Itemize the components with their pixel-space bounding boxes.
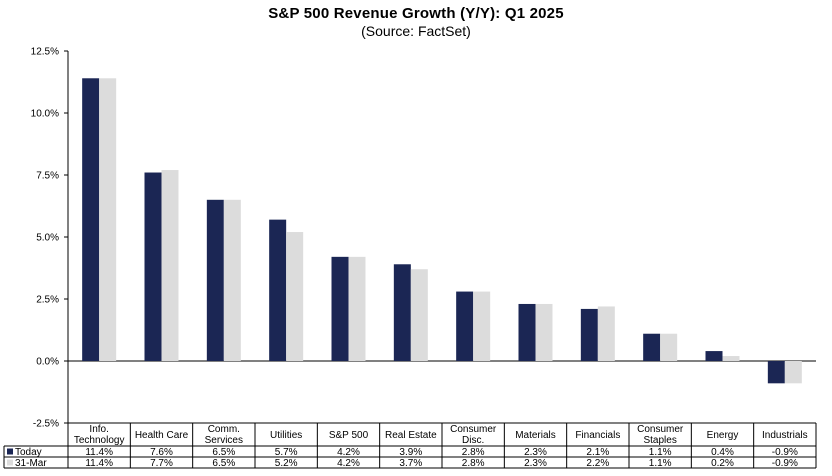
data-label: 4.2%	[337, 447, 360, 458]
x-tick-label: Technology	[74, 435, 125, 446]
data-label: 2.8%	[462, 447, 485, 458]
x-tick-label: Staples	[643, 435, 676, 446]
y-tick-label: 0.0%	[36, 357, 59, 368]
bar-today	[643, 333, 661, 361]
x-tick-label: Services	[205, 435, 243, 446]
data-label: 1.1%	[649, 458, 672, 469]
data-label: 5.2%	[275, 458, 298, 469]
bar-31-mar	[223, 199, 241, 361]
data-label: 2.3%	[524, 447, 547, 458]
bar-today	[393, 264, 411, 361]
bar-31-mar	[99, 78, 117, 361]
legend-label: 31-Mar	[15, 458, 47, 469]
bar-today	[331, 256, 349, 361]
x-tick-label: Financials	[575, 430, 620, 441]
bar-today	[456, 291, 474, 361]
data-label: 0.4%	[711, 447, 734, 458]
data-label: 4.2%	[337, 458, 360, 469]
x-tick-label: Comm.	[208, 424, 240, 435]
data-label: 3.7%	[399, 458, 422, 469]
y-tick-label: 5.0%	[36, 233, 59, 244]
data-label: -0.9%	[772, 447, 798, 458]
bar-31-mar	[660, 333, 678, 361]
data-label: 0.2%	[711, 458, 734, 469]
y-tick-label: 2.5%	[36, 295, 59, 306]
bar-31-mar	[722, 356, 740, 361]
x-tick-label: Real Estate	[385, 430, 437, 441]
bar-today	[269, 219, 287, 361]
x-tick-label: Disc.	[462, 435, 484, 446]
x-tick-label: S&P 500	[329, 430, 369, 441]
data-label: 2.8%	[462, 458, 485, 469]
y-tick-label: 12.5%	[31, 47, 59, 58]
data-label: 5.7%	[275, 447, 298, 458]
bar-31-mar	[161, 170, 179, 361]
bar-31-mar	[473, 291, 491, 361]
bar-today	[82, 78, 100, 361]
x-tick-label: Materials	[515, 430, 556, 441]
bar-today	[144, 172, 162, 361]
data-label: 3.9%	[399, 447, 422, 458]
bar-today	[580, 308, 598, 361]
chart-subtitle: (Source: FactSet)	[361, 23, 471, 39]
bar-today	[518, 303, 536, 361]
data-label: 2.2%	[586, 458, 609, 469]
data-label: 2.1%	[586, 447, 609, 458]
x-tick-label: Info.	[89, 424, 108, 435]
bar-today	[767, 361, 785, 384]
data-label: 7.6%	[150, 447, 173, 458]
bar-31-mar	[286, 232, 304, 361]
x-tick-label: Industrials	[762, 430, 808, 441]
y-tick-label: -2.5%	[33, 419, 59, 430]
legend-swatch	[7, 459, 13, 466]
bar-31-mar	[784, 361, 802, 384]
bar-today	[705, 351, 723, 361]
data-label: 2.3%	[524, 458, 547, 469]
data-label: -0.9%	[772, 458, 798, 469]
legend-swatch	[7, 448, 13, 455]
data-label: 1.1%	[649, 447, 672, 458]
y-tick-label: 7.5%	[36, 171, 59, 182]
data-label: 11.4%	[85, 447, 113, 458]
x-tick-label: Consumer	[450, 424, 497, 435]
x-tick-label: Utilities	[270, 430, 302, 441]
bar-31-mar	[410, 269, 428, 361]
data-label: 6.5%	[212, 458, 235, 469]
y-tick-label: 10.0%	[31, 109, 59, 120]
data-label: 11.4%	[85, 458, 113, 469]
bar-31-mar	[348, 256, 366, 361]
x-tick-label: Energy	[707, 430, 739, 441]
data-label: 6.5%	[212, 447, 235, 458]
x-tick-label: Health Care	[135, 430, 189, 441]
chart-title: S&P 500 Revenue Growth (Y/Y): Q1 2025	[268, 5, 564, 22]
x-tick-label: Consumer	[637, 424, 684, 435]
data-label: 7.7%	[150, 458, 173, 469]
bar-today	[206, 199, 224, 361]
bar-31-mar	[535, 303, 553, 361]
bar-31-mar	[597, 306, 615, 361]
legend-label: Today	[15, 447, 42, 458]
